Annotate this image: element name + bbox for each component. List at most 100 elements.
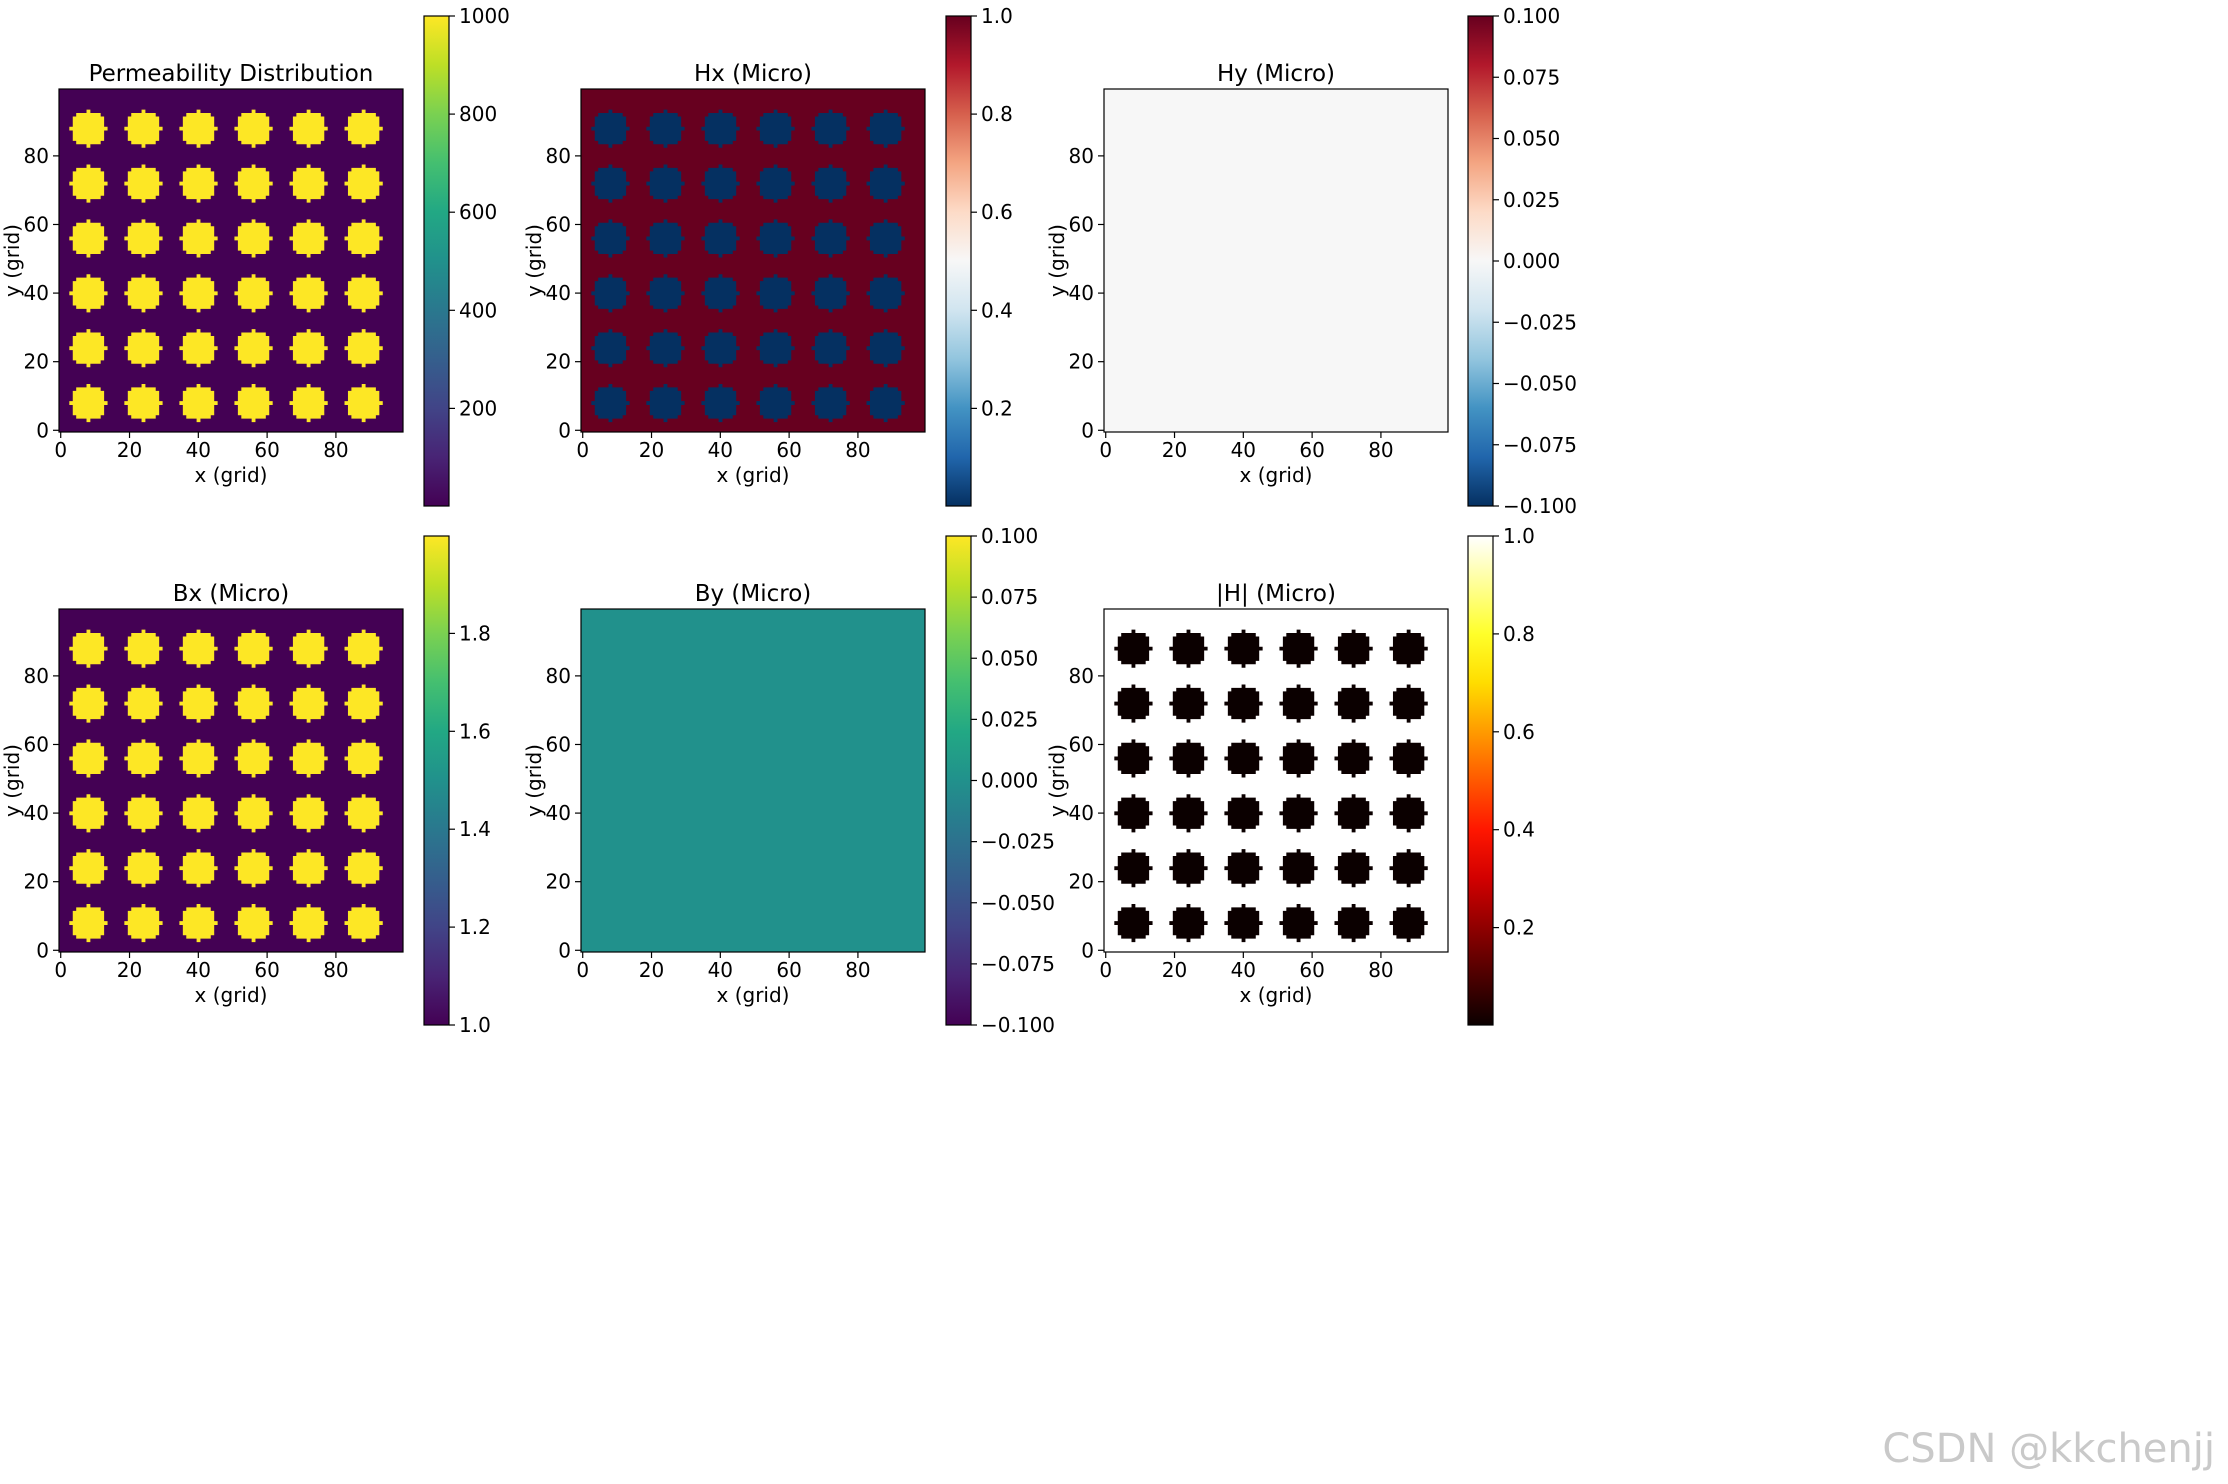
inclusion-cell: [646, 109, 685, 148]
x-tick-label: 80: [323, 958, 348, 982]
inclusion-cell: [179, 274, 218, 313]
inclusion-cell: [124, 109, 163, 148]
colorbar-tick-label: 0.6: [981, 200, 1013, 224]
inclusion-cell: [1224, 629, 1263, 668]
inclusion-cell: [591, 383, 630, 423]
colorbar-tick-label: 1.0: [1503, 524, 1535, 548]
y-tick-label: 0: [36, 418, 49, 442]
inclusion-cell: [1279, 739, 1318, 778]
colorbar-tick-label: 0.100: [981, 524, 1038, 548]
inclusion-cell: [69, 903, 108, 943]
inclusion-cell: [591, 109, 630, 148]
colorbar-tick-label: 1.0: [981, 4, 1013, 28]
colorbar-tick-label: 0.075: [981, 585, 1038, 609]
inclusion-cell: [866, 383, 905, 423]
inclusion-cell: [1224, 849, 1263, 888]
inclusion-cell: [811, 383, 850, 423]
panel-6: |H| (Micro) 0 20 40 60 80 0 20 40 60 80 x (grid) y (…: [1045, 524, 1535, 1026]
colorbar-tick-label: 0.2: [1503, 916, 1535, 940]
inclusion-cell: [866, 329, 905, 368]
panel-2: Hx (Micro) 0 20 40 60 80 0 20 40 60 80 x (grid) y (g…: [522, 4, 1013, 507]
colorbar-tick-label: −0.100: [981, 1013, 1055, 1037]
inclusion-cell: [1279, 794, 1318, 833]
chart-title: Permeability Distribution: [89, 61, 374, 87]
colorbar-tick-label: 1.4: [459, 817, 491, 841]
inclusion-cell: [124, 219, 163, 258]
colorbar-tick-label: 0.025: [1503, 188, 1560, 212]
inclusion-cell: [811, 219, 850, 258]
colorbar-tick-label: 200: [459, 396, 497, 420]
y-tick-label: 60: [546, 212, 571, 236]
inclusion-cell: [1334, 903, 1373, 943]
inclusion-cell: [591, 329, 630, 368]
y-tick-label: 40: [24, 801, 49, 825]
inclusion-cell: [179, 629, 218, 668]
x-tick-label: 20: [117, 958, 142, 982]
inclusion-cell: [1169, 629, 1208, 668]
colorbar-tick-label: 0.8: [1503, 622, 1535, 646]
inclusion-cell: [124, 739, 163, 778]
inclusion-cell: [69, 109, 108, 148]
y-tick-label: 0: [558, 418, 571, 442]
inclusion-cell: [69, 794, 108, 833]
inclusion-cell: [1279, 684, 1318, 723]
colorbar-tick-label: 0.6: [1503, 720, 1535, 744]
inclusion-cell: [344, 794, 383, 833]
inclusion-cell: [124, 164, 163, 203]
inclusion-cell: [866, 219, 905, 258]
inclusion-cell: [646, 274, 685, 313]
inclusion-cell: [289, 739, 328, 778]
inclusion-cell: [289, 219, 328, 258]
inclusion-cell: [1334, 849, 1373, 888]
inclusion-cell: [756, 109, 795, 148]
inclusion-cell: [1224, 794, 1263, 833]
heatmap-background: [581, 609, 925, 952]
colorbar: [423, 15, 450, 507]
y-tick-label: 60: [1069, 212, 1094, 236]
x-tick-label: 20: [639, 958, 664, 982]
inclusion-cell: [289, 109, 328, 148]
inclusion-cell: [756, 329, 795, 368]
y-tick-label: 0: [36, 938, 49, 962]
inclusion-cell: [179, 739, 218, 778]
colorbar-tick-label: 0.050: [1503, 127, 1560, 151]
colorbar-tick-label: 0.4: [1503, 818, 1535, 842]
y-tick-label: 40: [1069, 281, 1094, 305]
inclusion-cell: [1334, 794, 1373, 833]
inclusion-cell: [1114, 739, 1153, 778]
inclusion-cell: [234, 219, 273, 258]
inclusion-cell: [289, 794, 328, 833]
heatmap-background: [1104, 89, 1448, 432]
inclusion-cell: [344, 629, 383, 668]
colorbar-tick-label: 0.075: [1503, 65, 1560, 89]
x-tick-label: 60: [254, 958, 279, 982]
y-tick-label: 80: [1069, 144, 1094, 168]
y-tick-label: 20: [1069, 870, 1094, 894]
inclusion-cell: [756, 164, 795, 203]
y-tick-label: 20: [546, 870, 571, 894]
colorbar-tick-label: −0.025: [981, 830, 1055, 854]
inclusion-cell: [1224, 684, 1263, 723]
x-tick-label: 20: [1162, 438, 1187, 462]
panel-4: Bx (Micro) 0 20 40 60 80 0 20 40 60 80 x (grid) y (g…: [0, 535, 491, 1037]
inclusion-cell: [344, 274, 383, 313]
x-tick-label: 40: [186, 958, 211, 982]
inclusion-cell: [179, 903, 218, 943]
x-tick-label: 40: [186, 438, 211, 462]
x-tick-label: 20: [639, 438, 664, 462]
x-tick-label: 60: [776, 958, 801, 982]
inclusion-cell: [179, 849, 218, 888]
inclusion-cell: [1279, 849, 1318, 888]
inclusion-cell: [1389, 684, 1428, 723]
colorbar-tick-label: −0.100: [1503, 494, 1577, 518]
chart-title: |H| (Micro): [1216, 581, 1336, 607]
colorbar-tick-label: 0.2: [981, 396, 1013, 420]
inclusion-cell: [1334, 629, 1373, 668]
inclusion-cell: [289, 849, 328, 888]
y-tick-label: 0: [1081, 938, 1094, 962]
colorbar: [945, 15, 972, 507]
inclusion-cell: [234, 383, 273, 423]
inclusion-cell: [179, 383, 218, 423]
inclusion-cell: [179, 794, 218, 833]
panel-5: By (Micro) 0 20 40 60 80 0 20 40 60 80 x (grid) y (g…: [522, 524, 1055, 1037]
